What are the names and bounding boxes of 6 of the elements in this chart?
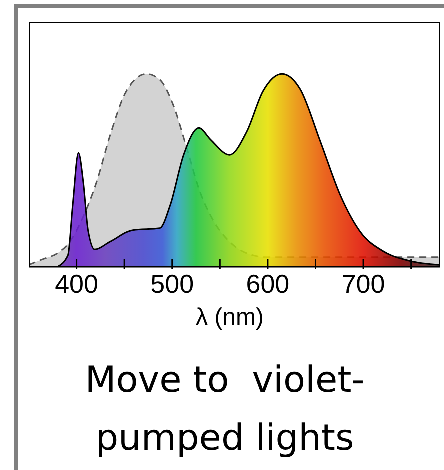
- x-tick-label: 700: [342, 269, 386, 299]
- x-tick-label: 400: [55, 269, 98, 299]
- text: Move to violet-pumped lights: [84, 359, 366, 461]
- x-tick-label: 600: [246, 269, 290, 299]
- x-axis-title: λ (nm): [195, 304, 265, 332]
- x-tick-label: 500: [150, 269, 194, 299]
